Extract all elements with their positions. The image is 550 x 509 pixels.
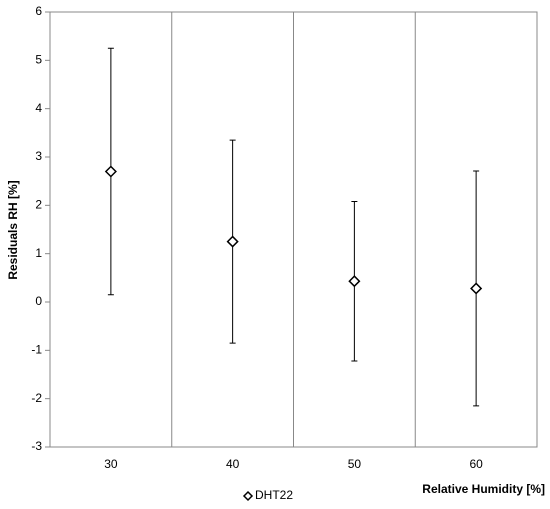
legend-label: DHT22	[255, 488, 293, 502]
x-axis-title: Relative Humidity [%]	[422, 482, 545, 496]
x-tick-label: 50	[348, 457, 362, 471]
x-tick-label: 60	[469, 457, 483, 471]
y-tick-label: 1	[35, 246, 42, 260]
y-tick-label: 3	[35, 149, 42, 163]
y-tick-label: 2	[35, 198, 42, 212]
y-axis-title: Residuals RH [%]	[6, 180, 20, 279]
y-tick-label: -1	[31, 343, 42, 357]
y-tick-label: 5	[35, 53, 42, 67]
y-tick-label: -2	[31, 391, 42, 405]
data-point	[348, 275, 361, 288]
data-point	[470, 282, 483, 295]
legend-marker	[242, 490, 254, 502]
data-point	[104, 165, 117, 178]
y-tick-label: 6	[35, 4, 42, 18]
x-tick-label: 30	[104, 457, 118, 471]
data-point	[226, 235, 239, 248]
y-tick-label: 0	[35, 294, 42, 308]
y-tick-label: -3	[31, 439, 42, 453]
x-tick-label: 40	[226, 457, 240, 471]
y-tick-label: 4	[35, 101, 42, 115]
